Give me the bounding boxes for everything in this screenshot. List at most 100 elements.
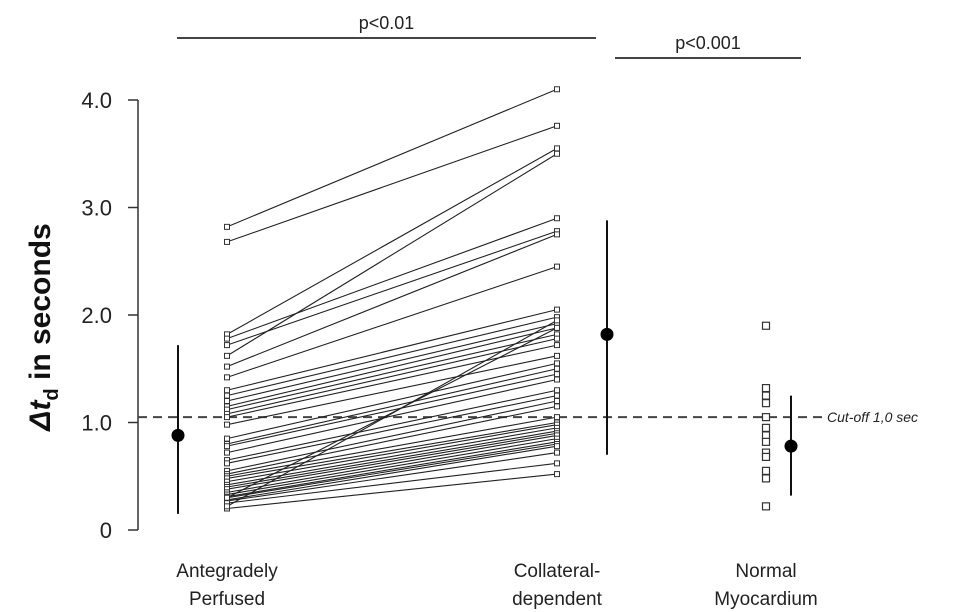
normal-point	[761, 437, 771, 446]
paired-line-segment	[226, 327, 558, 407]
normal-myocardium-points	[761, 321, 771, 511]
paired-line-segment	[226, 434, 558, 493]
paired-line	[224, 263, 560, 381]
collateral-point	[554, 449, 560, 456]
y-tick-label: 4.0	[81, 88, 112, 113]
y-axis: 0 1.0 2.0 3.0 4.0	[81, 88, 139, 543]
paired-line-segment	[226, 416, 558, 477]
mean-range-coll	[600, 220, 614, 455]
paired-line-segment	[226, 389, 558, 461]
collateral-point	[554, 122, 560, 129]
paired-line-segment	[226, 217, 558, 340]
paired-line-segment	[226, 368, 558, 445]
collateral-point	[554, 471, 560, 478]
category-label-line1: Antegradely	[176, 561, 278, 582]
y-tick-label: 1.0	[81, 411, 112, 436]
paired-line-segment	[226, 400, 558, 472]
antegrade-point	[224, 443, 230, 450]
antegrade-point	[224, 374, 230, 381]
paired-line	[224, 376, 560, 456]
paired-line-segment	[226, 233, 558, 368]
collateral-point	[554, 86, 560, 93]
paired-line-segment	[226, 316, 558, 397]
paired-line-segment	[226, 344, 558, 418]
paired-line-segment	[226, 462, 558, 504]
paired-line-segment	[226, 147, 558, 335]
collateral-point	[554, 392, 560, 399]
normal-point	[761, 321, 771, 330]
collateral-point	[554, 398, 560, 404]
collateral-point	[554, 376, 560, 383]
normal-point	[761, 384, 771, 393]
collateral-point	[554, 403, 560, 410]
svg-text:Δtd in seconds: Δtd in seconds	[24, 223, 63, 431]
normal-point	[761, 502, 771, 511]
paired-line	[224, 352, 560, 428]
normal-point	[761, 423, 771, 432]
paired-line-segment	[226, 452, 558, 502]
paired-line	[224, 324, 560, 501]
normal-point	[761, 474, 771, 483]
paired-line-segment	[226, 153, 558, 357]
antegrade-point	[224, 449, 230, 456]
collateral-point	[554, 360, 560, 367]
paired-line-segment	[226, 125, 558, 243]
category-label-line1: Collateral-	[514, 561, 601, 582]
collateral-point	[554, 352, 560, 359]
normal-point	[761, 466, 771, 475]
paired-line-segment	[226, 438, 558, 496]
paired-line-segment	[226, 230, 558, 346]
paired-line-segment	[226, 430, 558, 488]
collateral-point	[554, 371, 560, 378]
paired-line	[224, 421, 560, 485]
antegrade-point	[224, 494, 230, 501]
paired-line-segment	[226, 355, 558, 426]
normal-point	[761, 452, 771, 461]
paired-line-segment	[226, 424, 558, 483]
paired-line	[224, 215, 560, 342]
mean-dot	[600, 327, 614, 341]
collateral-point	[554, 335, 560, 342]
paired-line	[224, 150, 560, 359]
normal-point	[761, 413, 771, 422]
collateral-point	[554, 231, 560, 238]
paired-line	[224, 392, 560, 467]
antegrade-point	[224, 238, 230, 245]
antegrade-point	[224, 435, 230, 442]
paired-line-segment	[226, 441, 558, 498]
antegrade-point	[224, 223, 230, 230]
category-label-line1: Normal	[735, 561, 796, 582]
mean-range-ante	[171, 345, 185, 514]
paired-line	[224, 471, 560, 512]
paired-line-segment	[226, 378, 558, 454]
collateral-point	[554, 387, 560, 394]
paired-line	[224, 435, 560, 498]
category-label-line2: Myocardium	[714, 589, 817, 610]
paired-line	[224, 145, 560, 338]
collateral-point	[554, 324, 560, 331]
cutoff-line: Cut-off 1,0 sec	[138, 409, 918, 425]
y-tick-label: 0	[100, 518, 112, 543]
category-labels: Antegradely Perfused Collateral-dependent N…	[176, 561, 817, 610]
paired-line-segment	[226, 88, 558, 228]
collateral-point	[554, 460, 560, 467]
collateral-point	[554, 150, 560, 157]
y-axis-title-delta: Δt	[24, 399, 57, 432]
normal-point	[761, 399, 771, 408]
y-tick-label: 2.0	[81, 303, 112, 328]
paired-line-segment	[226, 333, 558, 411]
paired-line-segment	[226, 373, 558, 447]
antegrade-point	[224, 503, 230, 510]
paired-line	[224, 320, 560, 404]
paired-line	[224, 306, 560, 394]
mean-range-markers	[171, 220, 798, 514]
paired-line-segment	[226, 327, 558, 499]
collateral-point	[554, 215, 560, 222]
category-label-line2: dependent	[512, 589, 603, 610]
mean-dot	[171, 428, 185, 442]
cutoff-label: Cut-off 1,0 sec	[827, 409, 918, 425]
paired-line	[224, 342, 560, 421]
antegrade-point	[224, 342, 230, 349]
significance-label: p<0.001	[675, 33, 741, 53]
